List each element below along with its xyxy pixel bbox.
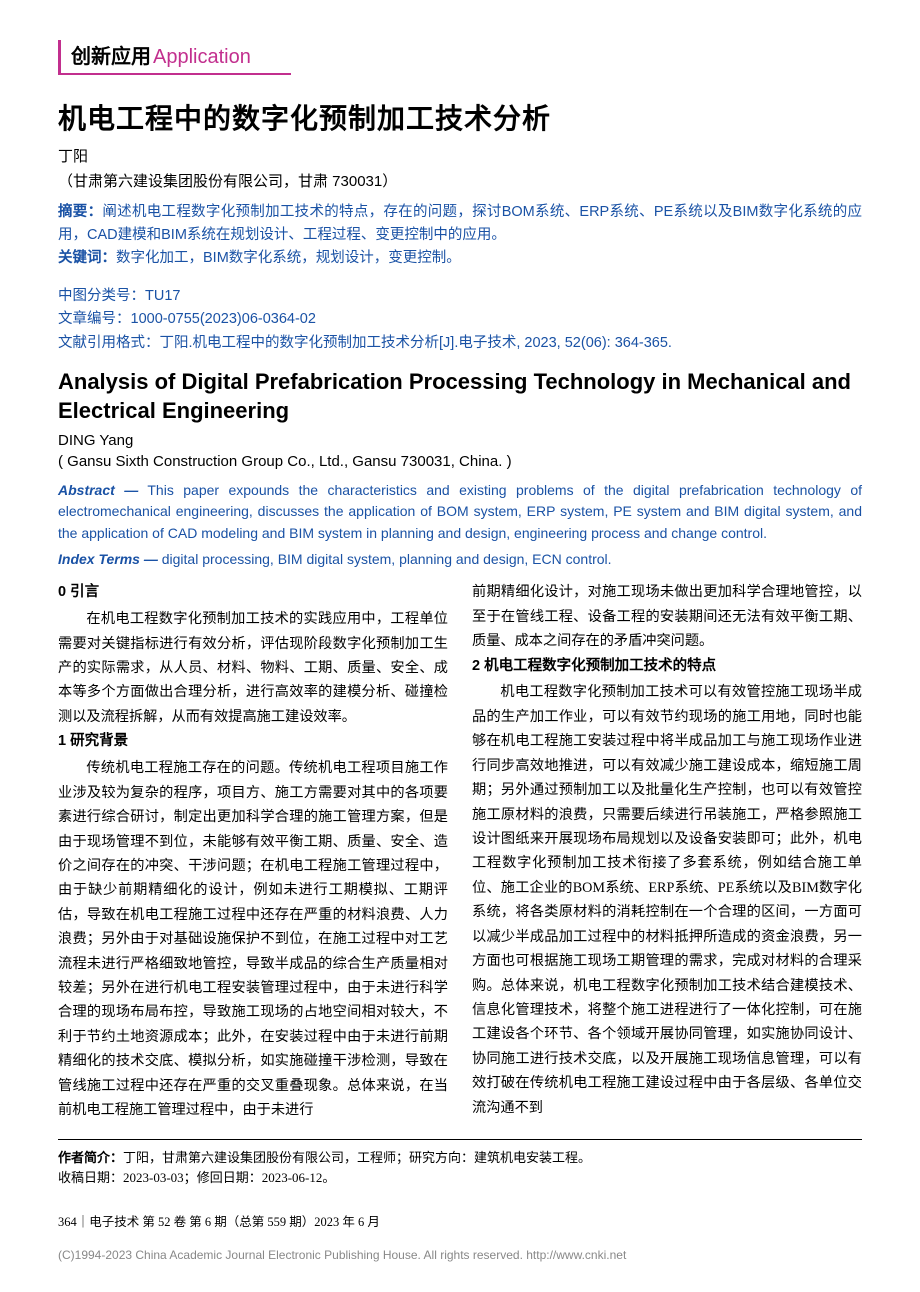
heading-2: 2 机电工程数字化预制加工技术的特点 <box>472 654 862 679</box>
keywords-cn-label: 关键词： <box>58 250 116 266</box>
affiliation-en: ( Gansu Sixth Construction Group Co., Lt… <box>58 453 862 470</box>
cite-value: 丁阳.机电工程中的数字化预制加工技术分析[J].电子技术, 2023, 52(0… <box>160 335 672 351</box>
rev-label: 修回日期： <box>197 1170 262 1185</box>
heading-0: 0 引言 <box>58 580 448 605</box>
artno-label: 文章编号： <box>58 311 131 327</box>
title-cn: 机电工程中的数字化预制加工技术分析 <box>58 97 862 137</box>
recv-label: 收稿日期： <box>58 1170 123 1185</box>
para-1b: 前期精细化设计，对施工现场未做出更加科学合理地管控，以至于在管线工程、设备工程的… <box>472 580 862 653</box>
heading-1: 1 研究背景 <box>58 729 448 754</box>
para-2: 机电工程数字化预制加工技术可以有效管控施工现场半成品的生产加工作业，可以有效节约… <box>472 680 862 1120</box>
bio-text: 丁阳，甘肃第六建设集团股份有限公司，工程师；研究方向：建筑机电安装工程。 <box>123 1150 591 1165</box>
para-1: 传统机电工程施工存在的问题。传统机电工程项目施工作业涉及较为复杂的程序，项目方、… <box>58 756 448 1122</box>
body-columns: 0 引言 在机电工程数字化预制加工技术的实践应用中，工程单位需要对关键指标进行有… <box>58 580 862 1122</box>
index-terms: Index Terms — digital processing, BIM di… <box>58 549 862 571</box>
abstract-en: Abstract — This paper expounds the chara… <box>58 480 862 545</box>
author-cn: 丁阳 <box>58 145 862 166</box>
section-tab: 创新应用Application <box>58 40 291 75</box>
index-text: digital processing, BIM digital system, … <box>158 551 612 567</box>
section-en: Application <box>153 46 251 68</box>
clc-value: TU17 <box>145 288 180 304</box>
keywords-cn: 关键词：数字化加工，BIM数字化系统，规划设计，变更控制。 <box>58 247 862 270</box>
clc-row: 中图分类号：TU17 <box>58 285 862 309</box>
recv-date: 2023-03-03； <box>123 1170 197 1185</box>
keywords-cn-text: 数字化加工，BIM数字化系统，规划设计，变更控制。 <box>116 250 461 266</box>
copyright-line: (C)1994-2023 China Academic Journal Elec… <box>58 1248 862 1262</box>
abstract-en-label: Abstract — <box>58 482 138 498</box>
paper-page: 创新应用Application 机电工程中的数字化预制加工技术分析 丁阳 （甘肃… <box>0 0 920 1292</box>
abstract-cn: 摘要：阐述机电工程数字化预制加工技术的特点，存在的问题，探讨BOM系统、ERP系… <box>58 201 862 247</box>
para-0: 在机电工程数字化预制加工技术的实践应用中，工程单位需要对关键指标进行有效分析，评… <box>58 607 448 729</box>
author-bio-block: 作者简介：丁阳，甘肃第六建设集团股份有限公司，工程师；研究方向：建筑机电安装工程… <box>58 1139 862 1190</box>
abstract-en-text: This paper expounds the characteristics … <box>58 482 862 541</box>
dates-row: 收稿日期：2023-03-03；修回日期：2023-06-12。 <box>58 1168 862 1189</box>
page-footer: 364｜电子技术 第 52 卷 第 6 期（总第 559 期）2023 年 6 … <box>58 1211 862 1230</box>
cite-row: 文献引用格式：丁阳.机电工程中的数字化预制加工技术分析[J].电子技术, 202… <box>58 332 862 356</box>
artno-row: 文章编号：1000-0755(2023)06-0364-02 <box>58 308 862 332</box>
clc-label: 中图分类号： <box>58 288 145 304</box>
abstract-cn-label: 摘要： <box>58 204 102 220</box>
artno-value: 1000-0755(2023)06-0364-02 <box>131 311 316 327</box>
affiliation-cn: （甘肃第六建设集团股份有限公司，甘肃 730031） <box>58 170 862 191</box>
author-en: DING Yang <box>58 432 862 449</box>
bio-label: 作者简介： <box>58 1150 123 1165</box>
rev-date: 2023-06-12。 <box>262 1170 336 1185</box>
meta-block: 中图分类号：TU17 文章编号：1000-0755(2023)06-0364-0… <box>58 285 862 357</box>
abstract-cn-text: 阐述机电工程数字化预制加工技术的特点，存在的问题，探讨BOM系统、ERP系统、P… <box>58 204 862 243</box>
cite-label: 文献引用格式： <box>58 335 160 351</box>
author-bio: 作者简介：丁阳，甘肃第六建设集团股份有限公司，工程师；研究方向：建筑机电安装工程… <box>58 1148 862 1169</box>
index-label: Index Terms — <box>58 551 158 567</box>
section-cn: 创新应用 <box>71 46 151 68</box>
title-en: Analysis of Digital Prefabrication Proce… <box>58 368 862 425</box>
